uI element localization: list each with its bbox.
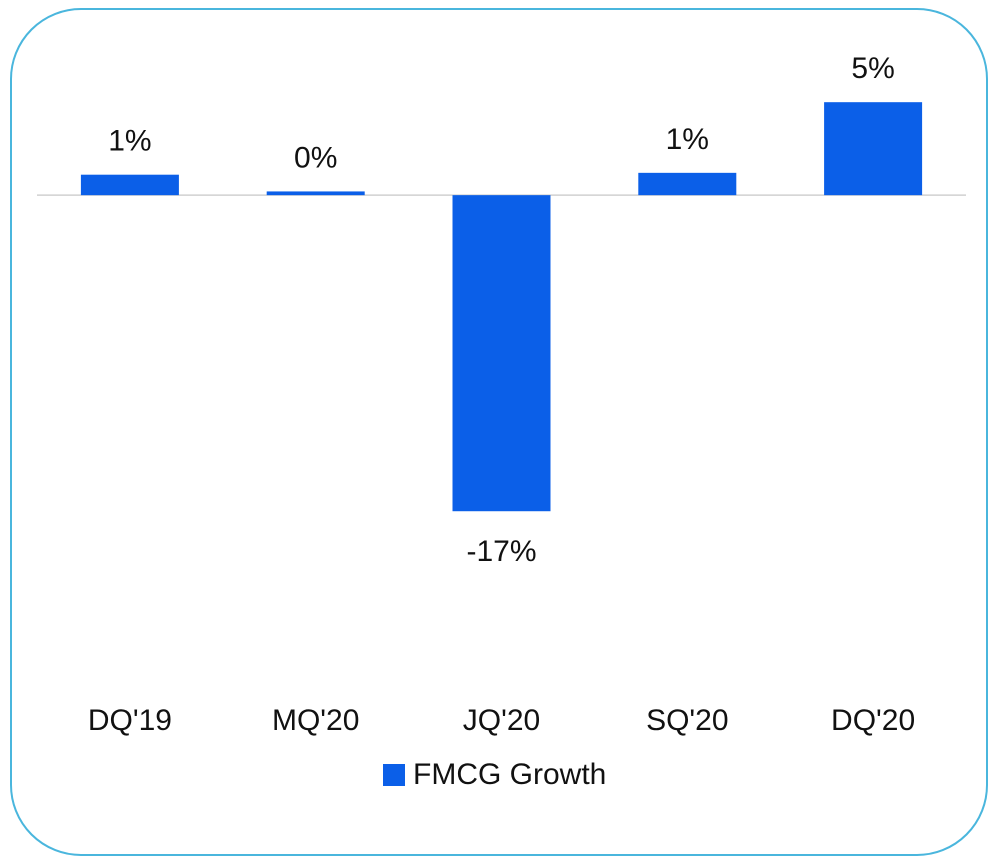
bar <box>452 195 551 512</box>
bar <box>266 191 365 196</box>
card-border <box>10 8 988 856</box>
x-tick-label: DQ'20 <box>831 704 915 737</box>
legend-label: FMCG Growth <box>413 758 606 791</box>
data-label: -17% <box>466 535 536 568</box>
x-tick-label: MQ'20 <box>272 704 359 737</box>
data-label: 5% <box>851 52 894 85</box>
data-label: 0% <box>294 141 337 174</box>
x-tick-label: SQ'20 <box>646 704 728 737</box>
x-tick-label: DQ'19 <box>88 704 172 737</box>
bar <box>824 102 923 196</box>
bar <box>80 174 179 196</box>
bar <box>638 172 737 196</box>
x-tick-label: JQ'20 <box>463 704 540 737</box>
data-label: 1% <box>108 125 151 158</box>
data-label: 1% <box>666 123 709 156</box>
legend-swatch <box>383 764 405 786</box>
